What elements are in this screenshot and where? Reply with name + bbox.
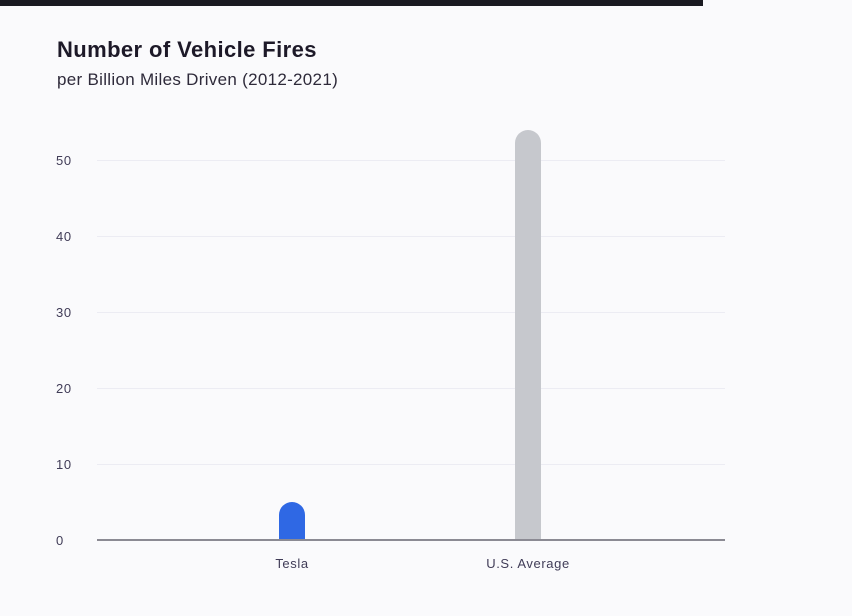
gridline-50: [97, 160, 725, 161]
y-axis-tick-label-0: 0: [56, 533, 64, 548]
gridline-20: [97, 388, 725, 389]
chart-subtitle: per Billion Miles Driven (2012-2021): [57, 70, 339, 89]
y-axis-tick-label-20: 20: [56, 381, 72, 396]
chart-title: Number of Vehicle Fires: [57, 37, 317, 62]
gridline-30: [97, 312, 725, 313]
y-axis-tick-label-50: 50: [56, 153, 72, 168]
bar-tesla: [279, 502, 305, 541]
gridline-10: [97, 464, 725, 465]
x-axis-category-label-tesla: Tesla: [275, 556, 309, 571]
bar-u-s-average: [515, 129, 541, 541]
x-axis-category-label-us-average: U.S. Average: [486, 556, 570, 571]
y-axis-tick-label-40: 40: [56, 229, 72, 244]
video-progress-bar: [0, 0, 703, 6]
x-axis-line: [97, 539, 725, 541]
gridline-40: [97, 236, 725, 237]
y-axis-tick-label-30: 30: [56, 305, 72, 320]
y-axis-tick-label-10: 10: [56, 457, 72, 472]
